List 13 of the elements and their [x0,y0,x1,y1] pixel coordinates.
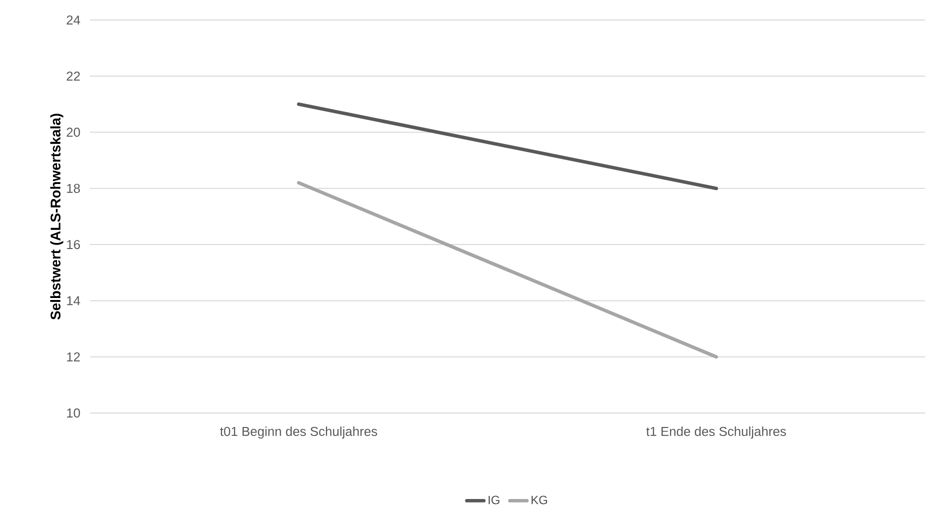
legend-label: IG [488,496,500,504]
legend-label: KG [532,496,548,504]
y-tick-label: 10 [67,408,80,418]
y-axis-title: Selbstwert (ALS-Rohwertskala) [50,114,64,320]
x-tick-label: t1 Ende des Schuljahres [646,426,786,439]
y-tick-label: 16 [67,240,80,250]
y-tick-label: 22 [66,72,80,81]
x-tick-label: t01 Beginn des Schuljahres [220,426,378,439]
y-tick-label: 18 [67,184,80,193]
y-tick-label: 12 [67,352,80,362]
y-tick-label: 24 [66,15,80,25]
y-tick-label: 14 [67,296,80,306]
y-tick-label: 20 [66,128,80,137]
